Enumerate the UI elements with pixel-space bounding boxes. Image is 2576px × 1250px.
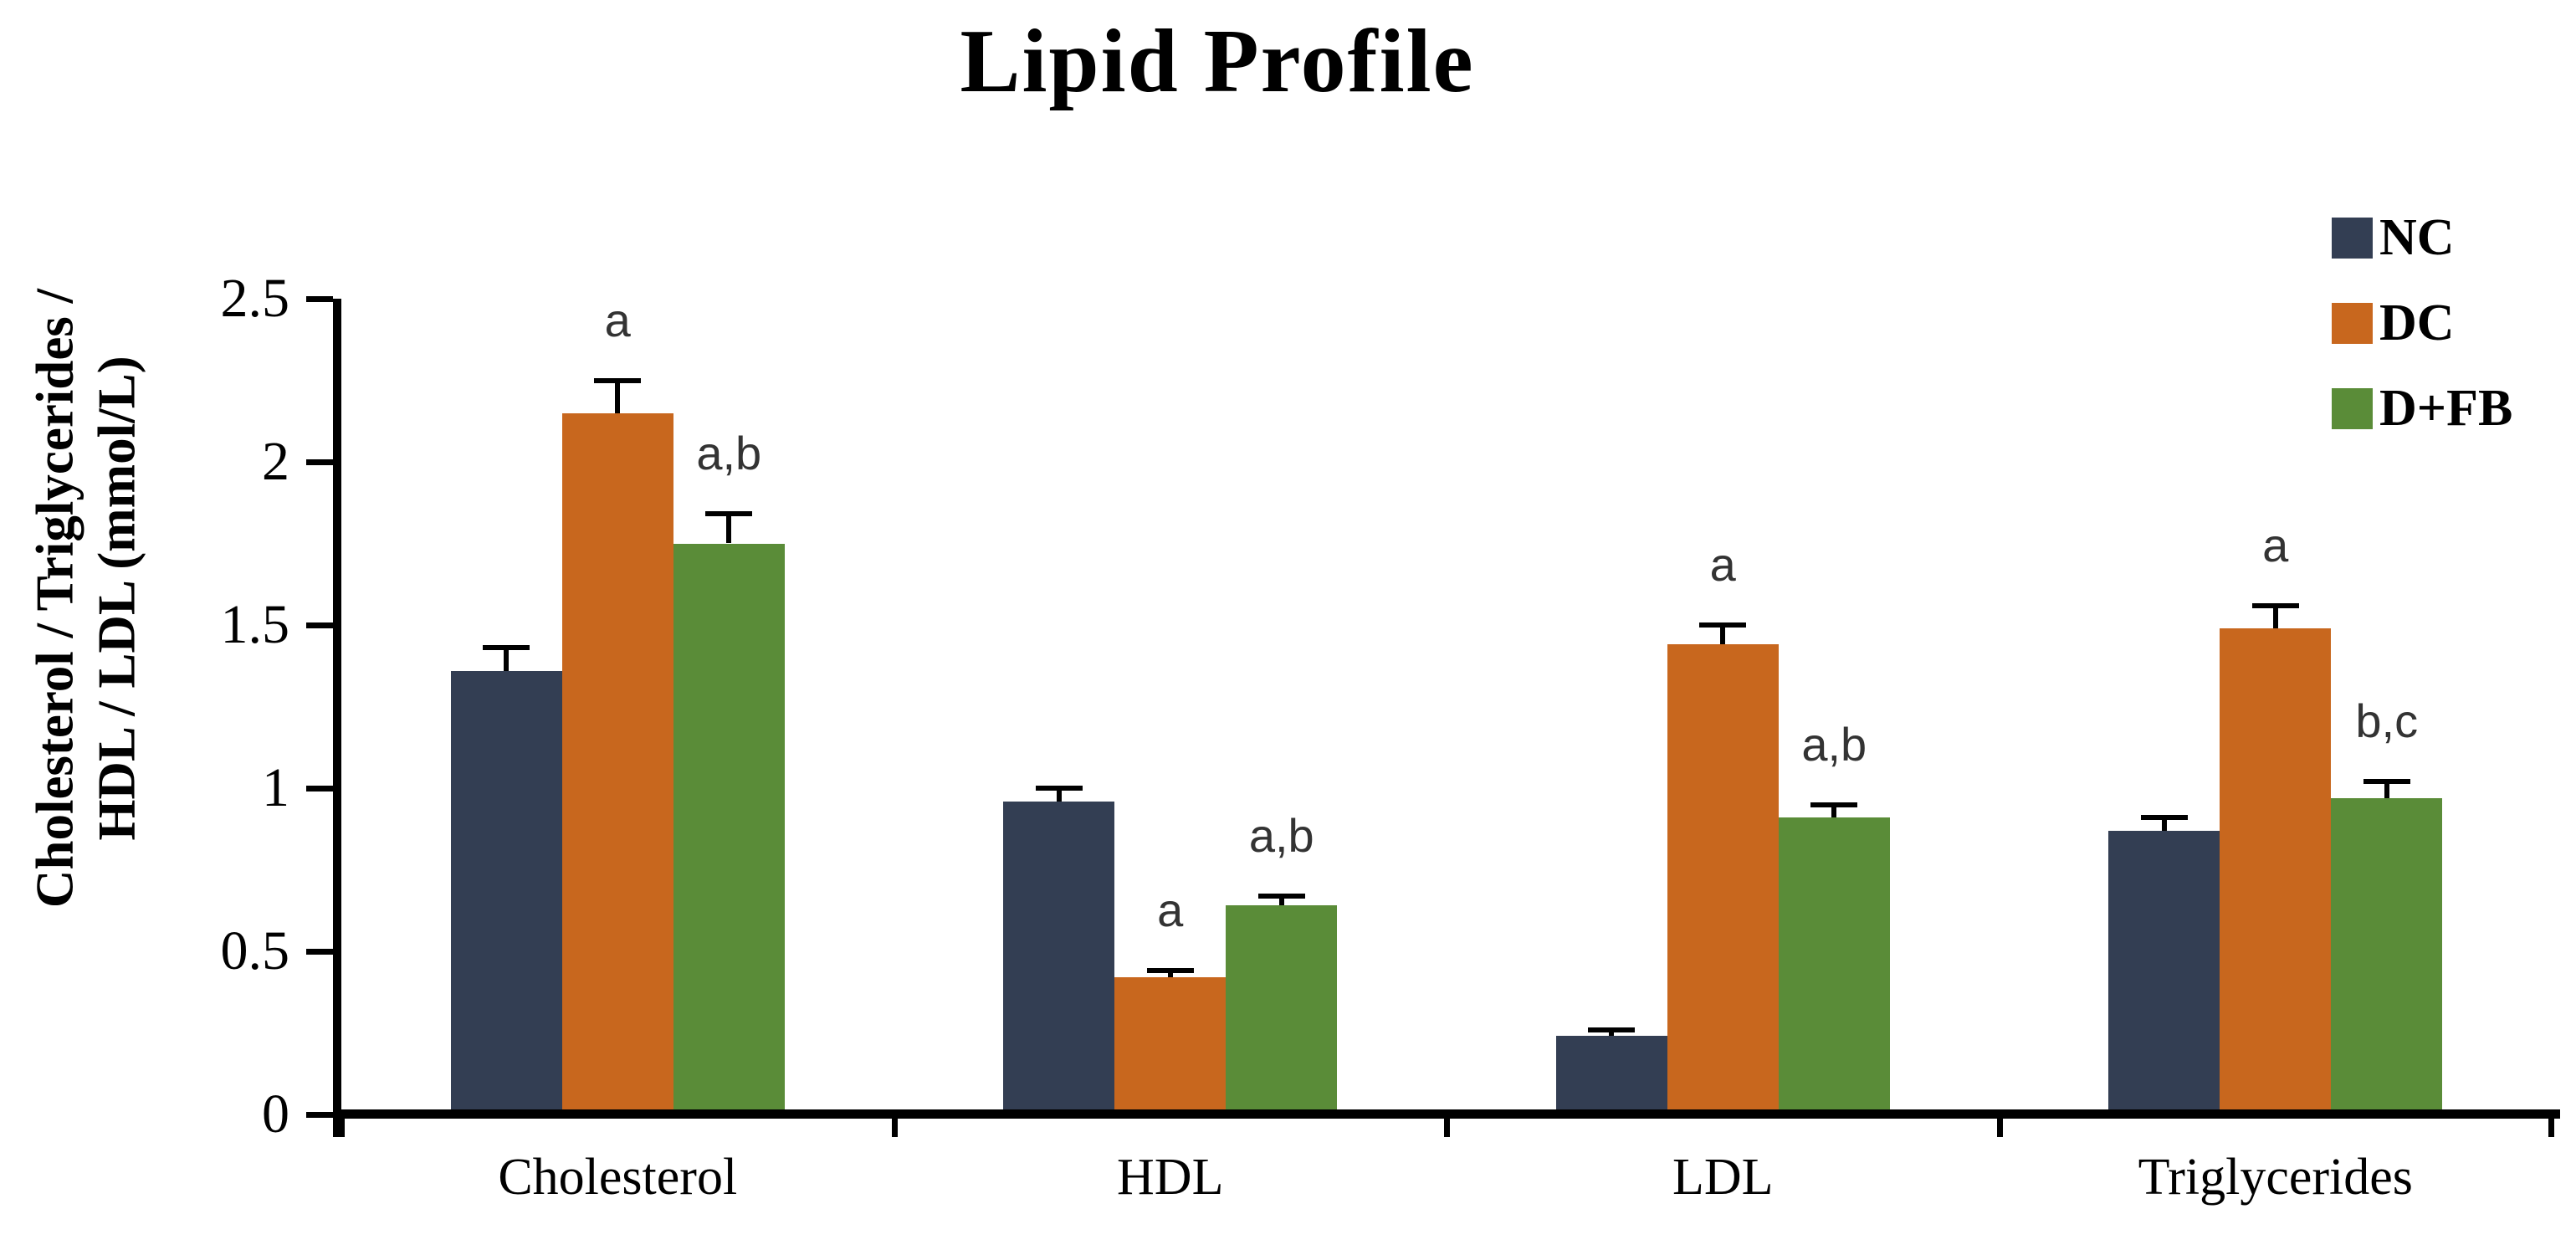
error-cap-NC-Cholesterol (483, 645, 530, 651)
y-tick-1.5 (306, 622, 333, 628)
bar-D+FB-Cholesterol (673, 543, 785, 1114)
error-cap-DC-LDL (1699, 622, 1747, 628)
y-tick-2 (306, 459, 333, 465)
annotation-D+FB-Triglycerides: b,c (2355, 694, 2419, 748)
error-cap-NC-HDL (1035, 786, 1083, 791)
x-boundary-tick-2 (1444, 1114, 1450, 1137)
annotation-D+FB-HDL: a,b (1248, 808, 1314, 862)
error-cap-D+FB-HDL (1257, 893, 1305, 899)
bar-DC-LDL (1667, 644, 1779, 1114)
error-bar-DC-Cholesterol (615, 380, 621, 413)
y-tick-label-2: 2 (262, 431, 289, 492)
error-cap-D+FB-LDL (1810, 802, 1858, 807)
annotation-DC-Cholesterol: a (604, 293, 631, 346)
legend-label-NC: NC (2379, 209, 2455, 266)
x-category-label-Cholesterol: Cholesterol (498, 1149, 738, 1206)
annotation-DC-HDL: a (1157, 884, 1184, 937)
y-axis-label-line-1: Cholesterol / Triglycerides / (25, 288, 85, 909)
y-tick-0 (306, 1111, 333, 1118)
legend-label-D+FB: D+FB (2379, 380, 2513, 437)
error-bar-D+FB-LDL (1831, 804, 1837, 818)
x-boundary-tick-0 (339, 1114, 345, 1137)
x-axis-line (333, 1109, 2560, 1119)
chart-title: Lipid Profile (960, 12, 1475, 111)
x-boundary-tick-end (2548, 1114, 2554, 1137)
annotation-DC-Triglycerides: a (2262, 518, 2289, 571)
y-tick-label-1.5: 1.5 (220, 594, 290, 655)
y-tick-label-0.5: 0.5 (220, 920, 290, 981)
x-boundary-tick-3 (1996, 1114, 2003, 1137)
legend-swatch-NC (2332, 217, 2373, 259)
error-bar-DC-Triglycerides (2272, 605, 2278, 628)
legend-swatch-D+FB (2332, 387, 2373, 429)
bar-D+FB-LDL (1778, 817, 1890, 1114)
error-cap-DC-Triglycerides (2251, 602, 2299, 608)
y-axis-line (333, 299, 341, 1137)
x-category-label-Triglycerides: Triglycerides (2138, 1149, 2413, 1206)
bar-D+FB-HDL (1226, 905, 1338, 1114)
bar-DC-HDL (1114, 977, 1227, 1114)
error-bar-NC-Cholesterol (504, 648, 510, 671)
error-bar-D+FB-Triglycerides (2384, 781, 2389, 798)
y-tick-0.5 (306, 948, 333, 955)
legend-swatch-DC (2332, 302, 2373, 344)
error-cap-NC-Triglycerides (2140, 815, 2188, 821)
error-cap-NC-LDL (1588, 1027, 1636, 1032)
y-tick-2.5 (306, 295, 333, 302)
error-bar-NC-LDL (1609, 1029, 1615, 1037)
error-bar-NC-HDL (1056, 788, 1062, 802)
legend: NC DC D+FB (2332, 212, 2512, 468)
y-tick-label-0: 0 (262, 1084, 289, 1145)
error-cap-DC-HDL (1146, 968, 1194, 974)
bar-NC-HDL (1003, 801, 1115, 1114)
bar-NC-LDL (1555, 1036, 1667, 1114)
error-cap-DC-Cholesterol (594, 377, 642, 383)
error-bar-D+FB-HDL (1278, 895, 1284, 906)
error-cap-D+FB-Cholesterol (705, 511, 753, 517)
x-boundary-tick-1 (891, 1114, 898, 1137)
legend-label-DC: DC (2379, 295, 2455, 351)
plot-area: 0 0.5 1 1.5 2 2.5 a a,b Cholesterol a a,b HDL a a,b LD… (221, 268, 2560, 1206)
bar-D+FB-Triglycerides (2331, 797, 2443, 1114)
error-bar-NC-Triglycerides (2161, 817, 2167, 831)
error-cap-D+FB-Triglycerides (2363, 779, 2410, 785)
y-tick-label-1: 1 (262, 757, 289, 818)
bar-DC-Triglycerides (2220, 628, 2332, 1114)
error-bar-D+FB-Cholesterol (726, 514, 732, 544)
bar-NC-Cholesterol (450, 670, 562, 1114)
legend-row-NC: NC (2332, 212, 2512, 264)
annotation-D+FB-LDL: a,b (1801, 717, 1867, 771)
x-category-label-LDL: LDL (1672, 1149, 1774, 1206)
error-bar-DC-HDL (1167, 971, 1173, 978)
y-tick-1 (306, 785, 333, 791)
legend-row-DC: DC (2332, 297, 2512, 349)
legend-row-D+FB: D+FB (2332, 382, 2512, 434)
annotation-DC-LDL: a (1709, 538, 1736, 591)
annotation-D+FB-Cholesterol: a,b (696, 427, 762, 480)
bar-NC-Triglycerides (2108, 830, 2220, 1114)
x-category-label-HDL: HDL (1117, 1149, 1224, 1206)
y-tick-label-2.5: 2.5 (220, 268, 290, 329)
bar-DC-Cholesterol (561, 412, 673, 1114)
error-bar-DC-LDL (1720, 625, 1726, 645)
